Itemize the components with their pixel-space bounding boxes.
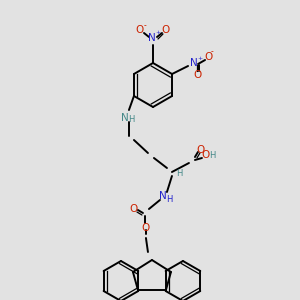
Text: H: H [209, 151, 215, 160]
Text: N: N [190, 58, 198, 68]
Text: +: + [155, 31, 160, 35]
Text: O: O [142, 223, 150, 233]
Text: N: N [121, 113, 129, 123]
Text: O: O [136, 25, 144, 35]
Text: -: - [211, 47, 213, 56]
Text: O: O [130, 204, 138, 214]
Text: H: H [128, 116, 134, 124]
Text: O: O [204, 52, 212, 62]
Text: +: + [197, 56, 203, 61]
Text: H: H [176, 169, 182, 178]
Text: O: O [202, 150, 210, 160]
Text: O: O [193, 70, 201, 80]
Text: O: O [197, 145, 205, 155]
Text: O: O [162, 25, 170, 35]
Text: N: N [148, 33, 156, 43]
Text: -: - [144, 22, 146, 31]
Text: H: H [166, 194, 172, 203]
Text: N: N [159, 191, 167, 201]
